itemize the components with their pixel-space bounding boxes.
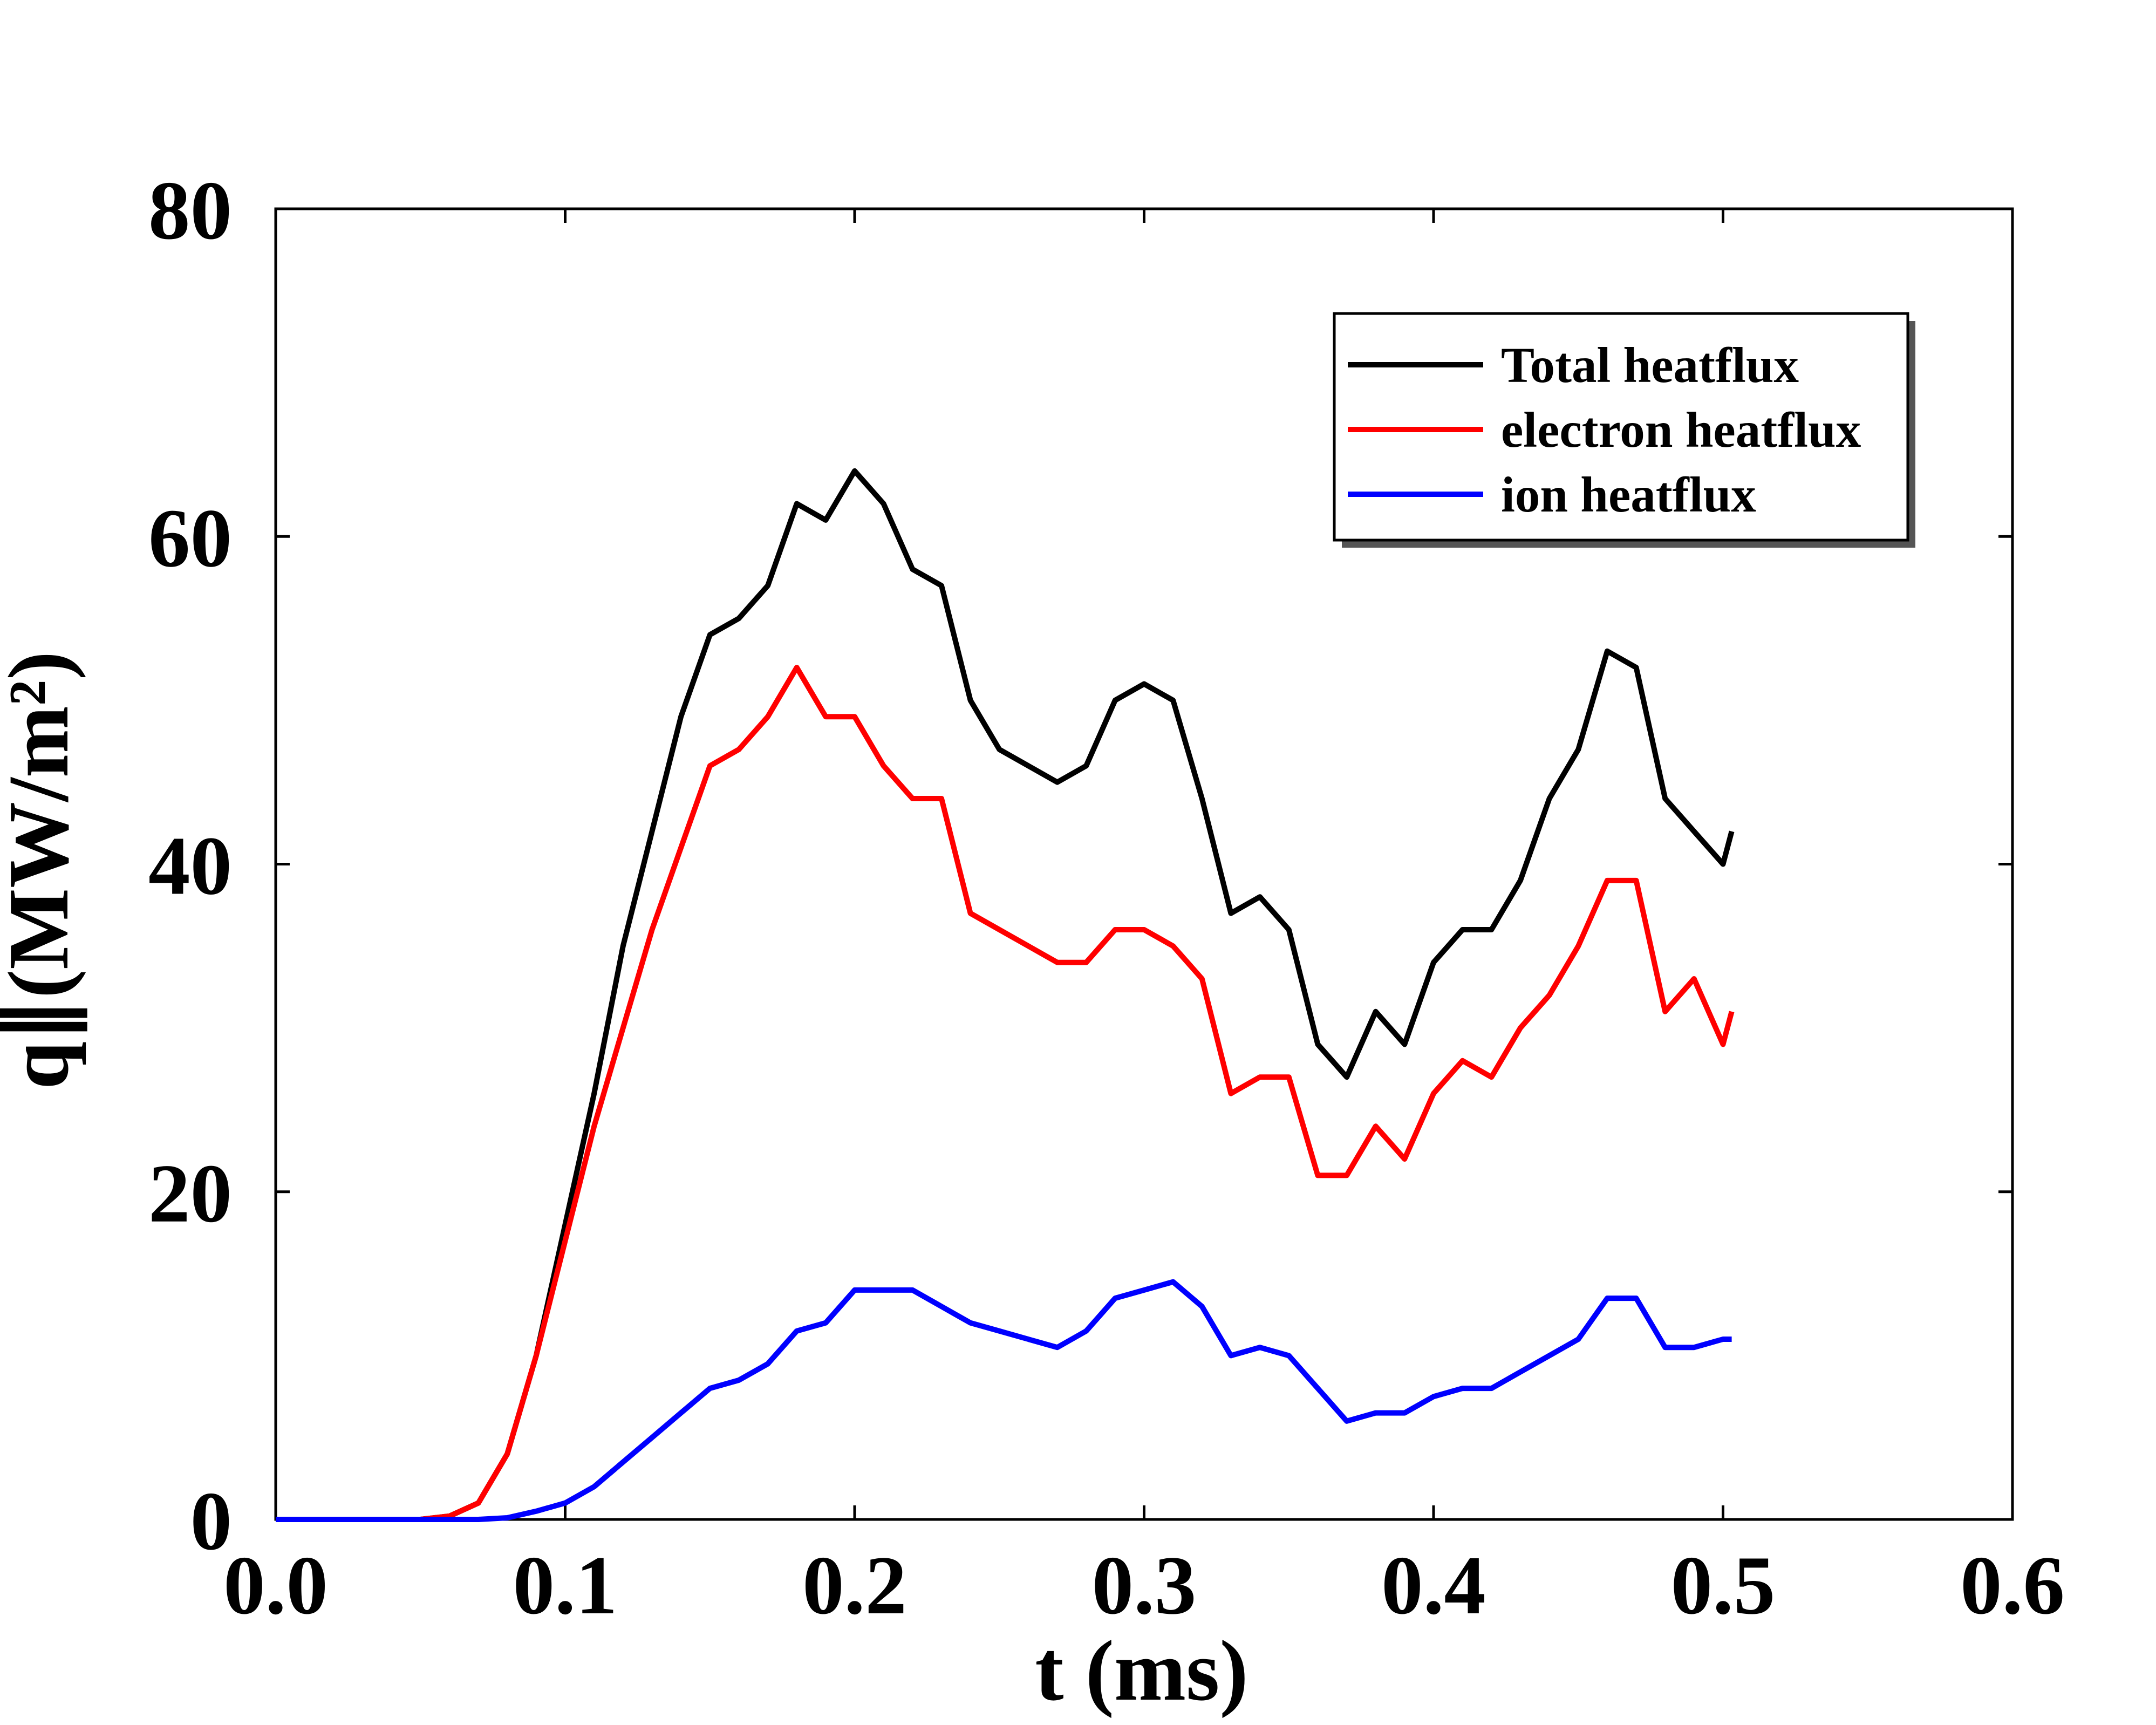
x-tick-label: 0.2 <box>802 1539 907 1632</box>
y-tick-label: 20 <box>148 1147 232 1240</box>
x-tick-label: 0.3 <box>1092 1539 1197 1632</box>
y-tick-label: 60 <box>148 492 232 584</box>
y-axis-label: q∥(MW/m²) <box>0 651 87 1089</box>
y-tick-label: 0 <box>190 1475 233 1567</box>
x-tick-label: 0.6 <box>1960 1539 2065 1632</box>
series-line <box>276 665 1735 1522</box>
series-line <box>276 1279 1732 1522</box>
series-line <box>276 468 1735 1522</box>
legend-label: electron heatflux <box>1501 403 1861 458</box>
x-tick-label: 0.1 <box>513 1539 618 1632</box>
x-tick-label: 0.0 <box>223 1539 328 1632</box>
y-tick-label: 80 <box>148 164 232 257</box>
y-tick-label: 40 <box>148 820 232 912</box>
legend-label: Total heatflux <box>1501 338 1799 393</box>
legend-label: ion heatflux <box>1501 467 1756 523</box>
x-tick-label: 0.4 <box>1381 1539 1486 1632</box>
x-axis-label: t (ms) <box>1035 1622 1248 1719</box>
x-tick-label: 0.5 <box>1671 1539 1776 1632</box>
